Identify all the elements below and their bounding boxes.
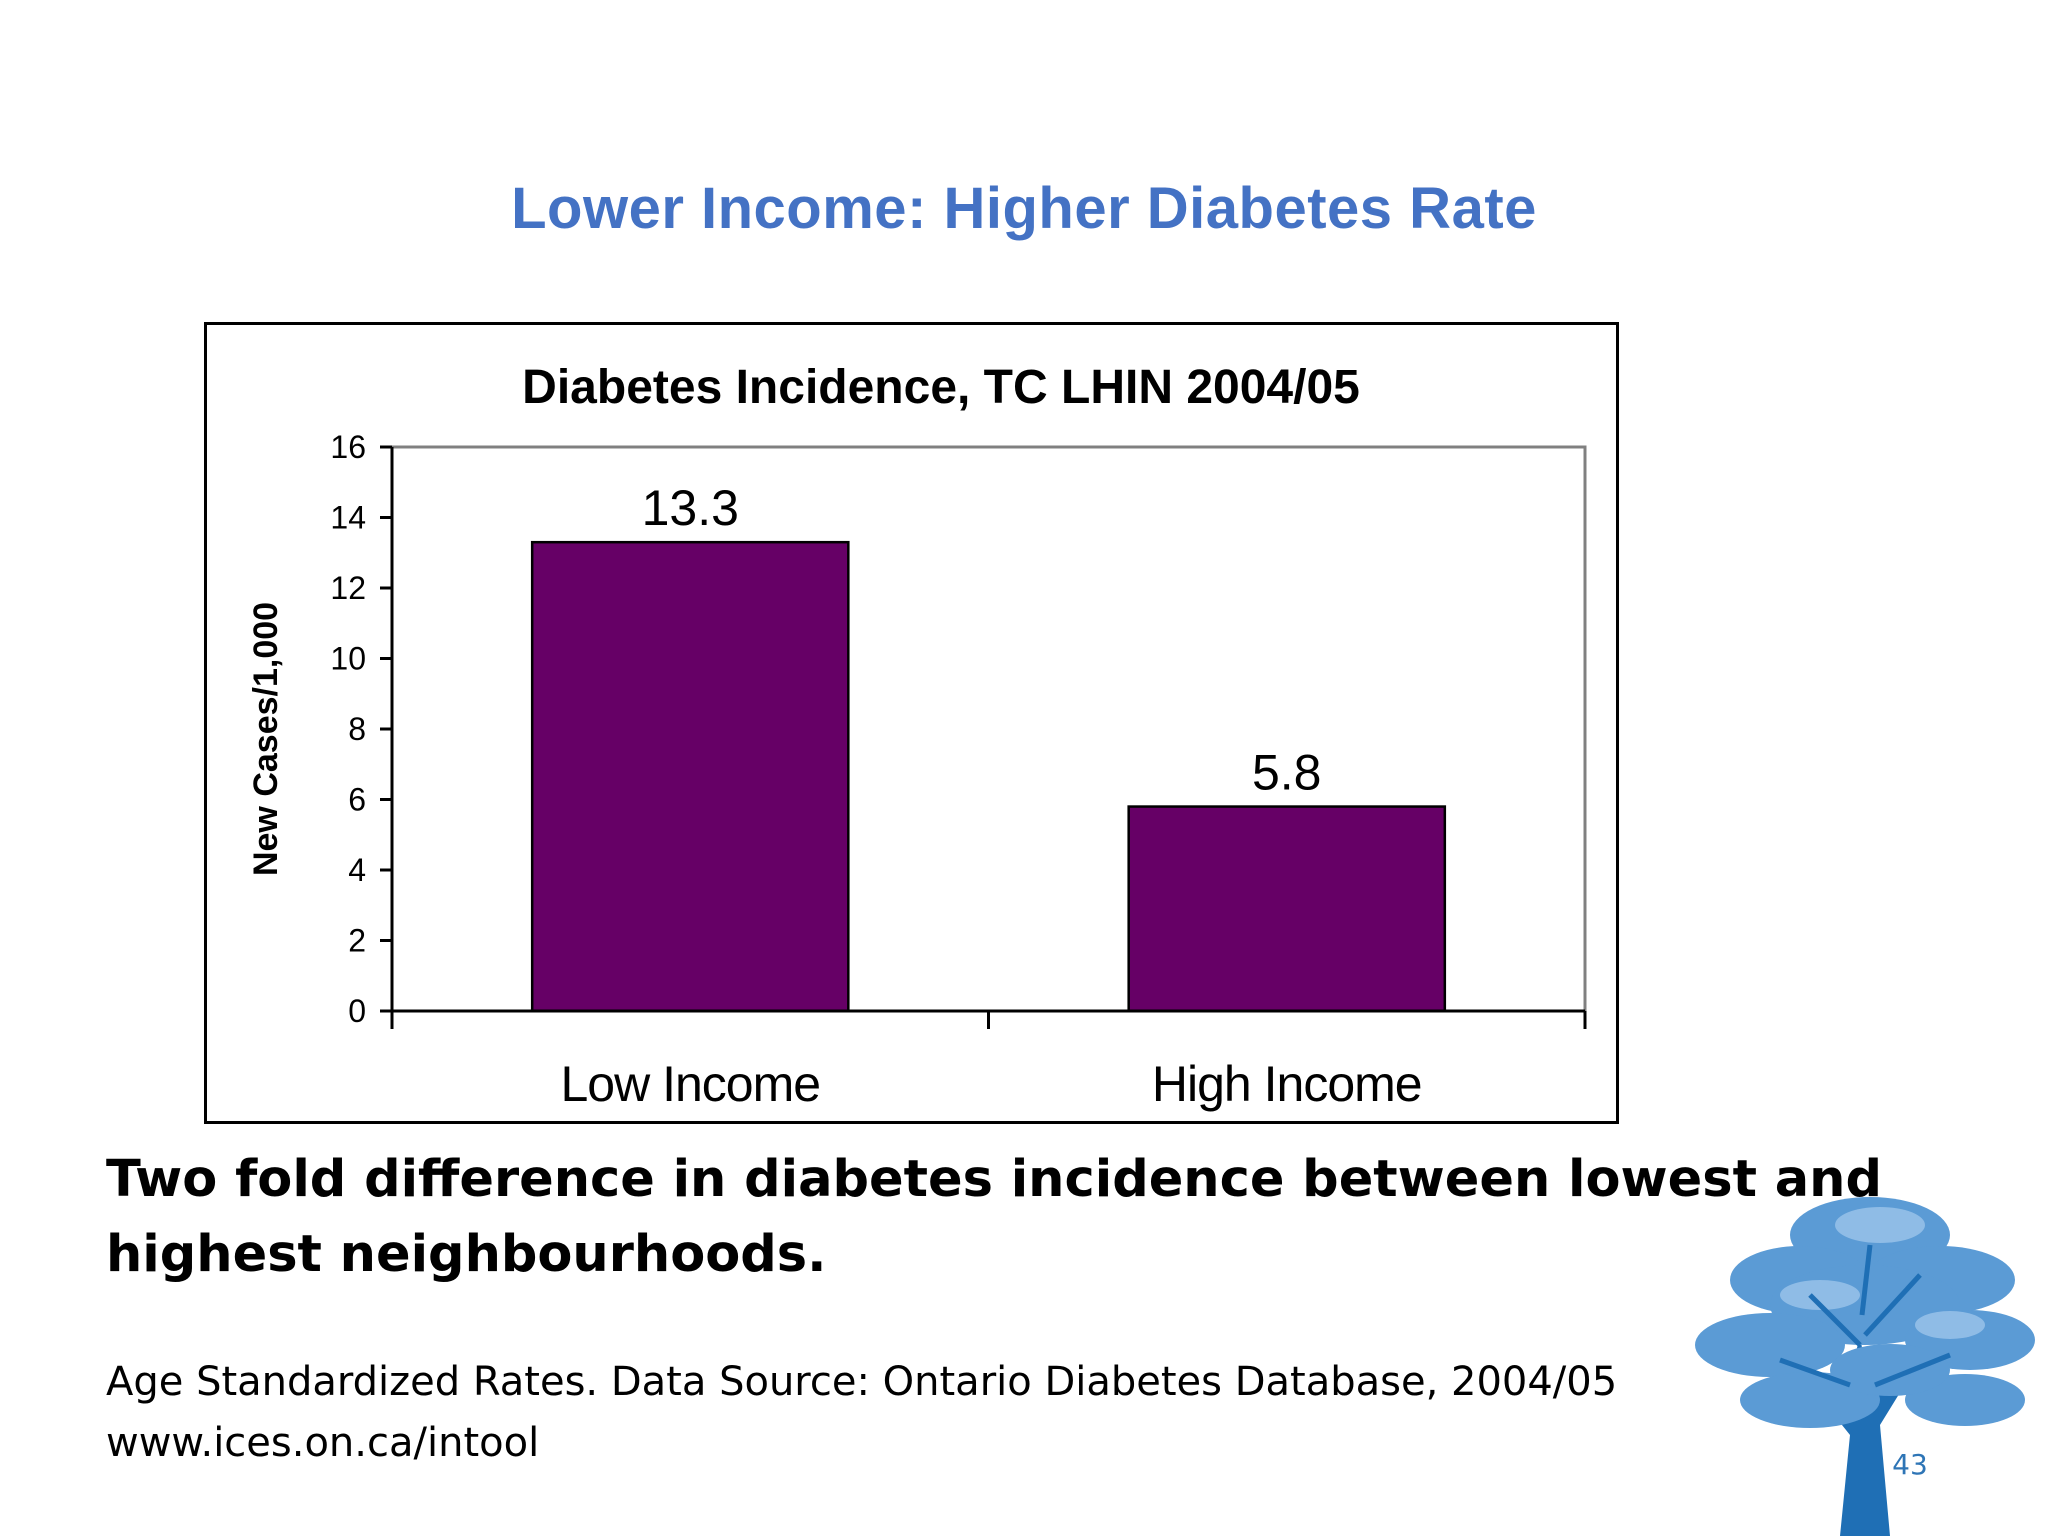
data-label: 13.3 bbox=[642, 480, 739, 536]
y-tick-label: 4 bbox=[348, 852, 366, 888]
caption-text: Two fold difference in diabetes incidenc… bbox=[106, 1150, 1882, 1284]
bar bbox=[530, 540, 850, 1013]
bar-chart: Diabetes Incidence, TC LHIN 2004/05 New … bbox=[247, 361, 1587, 1112]
tree-icon bbox=[1695, 1197, 2035, 1536]
chart-frame: Diabetes Incidence, TC LHIN 2004/05 New … bbox=[204, 322, 1619, 1124]
y-tick-label: 10 bbox=[330, 641, 366, 677]
y-tick-label: 16 bbox=[330, 429, 366, 465]
source-line: Age Standardized Rates. Data Source: Ont… bbox=[106, 1359, 1618, 1405]
y-tick-label: 12 bbox=[330, 570, 366, 606]
y-tick-label: 0 bbox=[348, 993, 366, 1029]
y-tick-label: 14 bbox=[330, 500, 366, 536]
y-tick-label: 8 bbox=[348, 711, 366, 747]
slide-title: Lower Income: Higher Diabetes Rate bbox=[511, 176, 1537, 241]
page-number: 43 bbox=[1892, 1448, 1928, 1481]
y-axis-label: New Cases/1,000 bbox=[247, 602, 285, 876]
x-tick-label: Low Income bbox=[560, 1056, 820, 1112]
x-tick-label: High Income bbox=[1152, 1056, 1422, 1112]
chart-title: Diabetes Incidence, TC LHIN 2004/05 bbox=[522, 361, 1360, 414]
y-tick-label: 2 bbox=[348, 923, 366, 959]
data-label: 5.8 bbox=[1252, 745, 1322, 801]
source-note: Age Standardized Rates. Data Source: Ont… bbox=[106, 1352, 1706, 1474]
y-tick-label: 6 bbox=[348, 782, 366, 818]
bar bbox=[1127, 805, 1447, 1013]
source-url: www.ices.on.ca/intool bbox=[106, 1420, 540, 1466]
